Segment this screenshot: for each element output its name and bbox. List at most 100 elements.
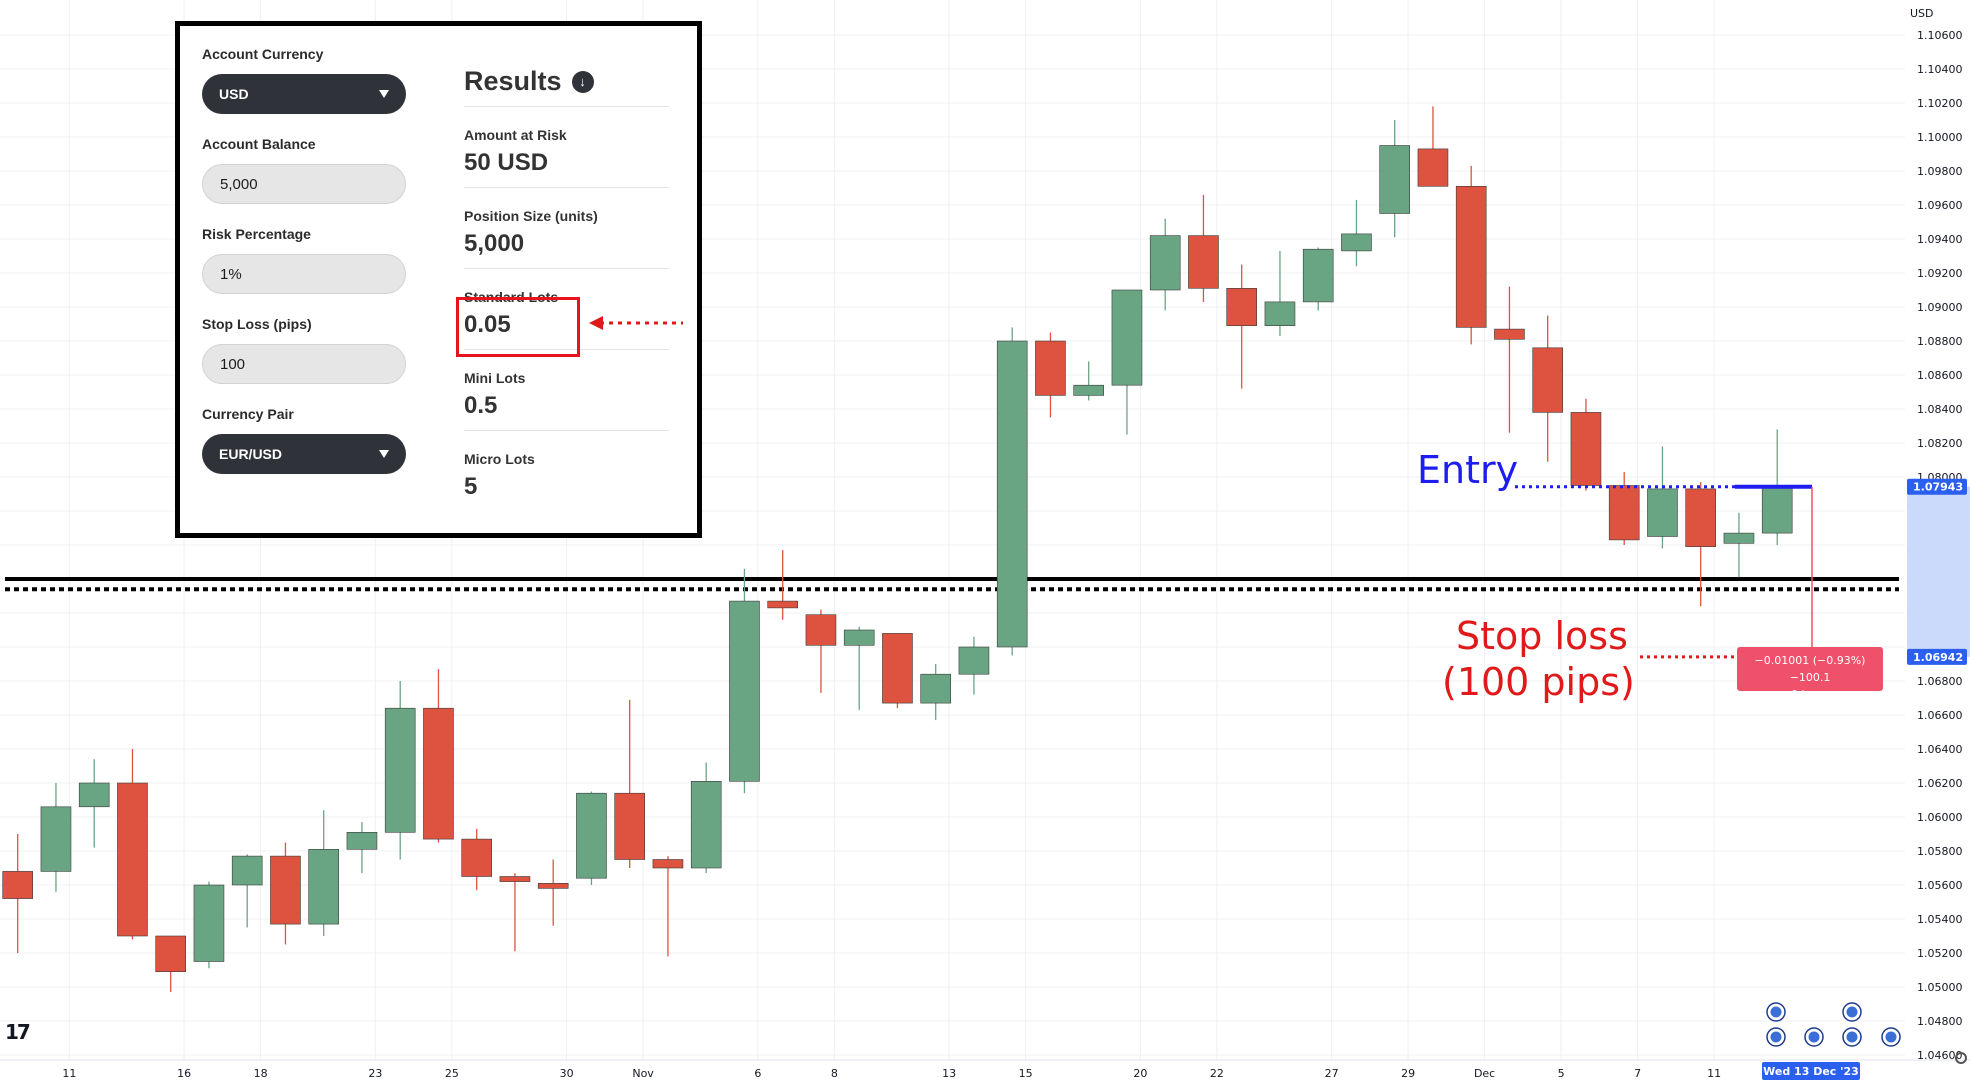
crosshair-date-tag [1762, 1062, 1860, 1080]
candle-body [1188, 235, 1219, 289]
candle-body [193, 884, 225, 962]
flag-center [1885, 1031, 1897, 1043]
candle-body [155, 935, 186, 973]
bearish-candle [1035, 332, 1066, 418]
account-currency-select[interactable]: USD [202, 74, 406, 114]
price-tick-label: 1.10400 [1917, 63, 1963, 76]
risk-percentage-input[interactable]: 1% [202, 254, 406, 294]
stop-loss-input[interactable]: 100 [202, 344, 406, 384]
candle-body [652, 859, 684, 869]
info-icon[interactable]: ↓ [571, 70, 594, 93]
stop-loss-label: Stop Loss (pips) [202, 316, 312, 332]
bearish-candle [1188, 194, 1219, 302]
price-tick-label: 1.05200 [1917, 947, 1963, 960]
bullish-candle [1341, 199, 1372, 267]
settings-icon[interactable] [1955, 1052, 1967, 1064]
candle-body [1647, 488, 1678, 537]
price-tick-label: 1.08600 [1917, 369, 1963, 382]
stop-loss-pips-annotation: (100 pips) [1442, 660, 1635, 704]
price-tick-label: 1.06600 [1917, 709, 1963, 722]
bearish-candle [117, 749, 148, 940]
risk-percentage-label: Risk Percentage [202, 226, 311, 242]
candle-body [805, 614, 837, 646]
time-tick-label: 15 [1019, 1067, 1033, 1080]
bearish-candle [614, 699, 646, 868]
bearish-candle [1455, 165, 1487, 345]
time-tick-label: 29 [1401, 1067, 1415, 1080]
tradingview-logo[interactable]: 17 [5, 1020, 31, 1044]
price-tick-label: 1.08400 [1917, 403, 1963, 416]
candle-body [308, 848, 340, 925]
account-balance-value: 5,000 [220, 175, 258, 193]
price-tick-label: 1.10600 [1917, 29, 1963, 42]
currency-pair-select[interactable]: EUR/USD [202, 434, 406, 474]
time-tick-label: 20 [1133, 1067, 1147, 1080]
price-tick-label: 1.10200 [1917, 97, 1963, 110]
result-standard-lots: Standard Lots 0.05 [464, 269, 669, 350]
bearish-candle [1685, 482, 1716, 607]
results-title: Results [464, 66, 562, 96]
time-tick-label: 22 [1210, 1067, 1224, 1080]
time-tick-label: 18 [254, 1067, 268, 1080]
price-tick-label: 1.05800 [1917, 845, 1963, 858]
economic-events [1766, 1002, 1901, 1047]
bullish-candle [1111, 289, 1143, 435]
candle-body [423, 707, 454, 840]
candle-body [1494, 328, 1525, 340]
event-flag-icon [1766, 1002, 1786, 1022]
time-tick-label: 11 [1707, 1067, 1721, 1080]
axis-currency-label[interactable]: USD [1910, 7, 1934, 20]
chevron-down-icon [379, 450, 389, 458]
flag-center [1770, 1031, 1782, 1043]
time-axis[interactable]: 9111618232530Nov68131520222729Dec5711Wed… [0, 1059, 1970, 1080]
flag-center [1808, 1031, 1820, 1043]
bearish-candle [1417, 106, 1449, 187]
bearish-candle [652, 856, 684, 957]
time-tick-label: 27 [1325, 1067, 1339, 1080]
candle-body [1341, 233, 1372, 252]
candle-body [1302, 248, 1334, 303]
bearish-candle [882, 633, 913, 709]
price-tick-label: 1.06800 [1917, 675, 1963, 688]
stop-loss-value: 100 [220, 355, 246, 373]
candle-body [1111, 289, 1143, 386]
candle-body [843, 629, 875, 646]
price-tick-label: 1.04600 [1917, 1049, 1963, 1062]
result-value: 5,000 [464, 230, 525, 257]
candle-body [614, 792, 646, 860]
price-axis[interactable]: 1.04600 1.04800 1.05000 1.05200 1.05400 1.056… [1905, 0, 1970, 1062]
account-balance-input[interactable]: 5,000 [202, 164, 406, 204]
candle-body [996, 340, 1028, 648]
result-value: 50 USD [464, 149, 549, 176]
bearish-candle [499, 873, 531, 952]
measure-line-2: 0 bars, [1791, 688, 1829, 701]
calculator-inputs: Account Currency USD Account Balance 5,0… [202, 46, 412, 496]
time-tick-label: 8 [831, 1067, 838, 1080]
candle-body [920, 673, 952, 704]
bullish-candle [996, 327, 1028, 656]
candle-body [384, 707, 416, 833]
candle-body [1073, 384, 1104, 396]
candle-body [78, 782, 110, 808]
candle-body [461, 838, 493, 877]
bullish-candle [1647, 446, 1678, 549]
measure-line-1: −0.01001 (−0.93%) −100.1 [1754, 654, 1866, 684]
candle-body [1608, 485, 1640, 541]
flag-center [1846, 1006, 1858, 1018]
bullish-candle [1073, 361, 1104, 401]
time-tick-label: 5 [1558, 1067, 1565, 1080]
result-value: 0.5 [464, 392, 498, 419]
flag-center [1846, 1031, 1858, 1043]
bullish-candle [384, 681, 416, 860]
bearish-candle [155, 935, 186, 993]
price-tick-label: 1.10000 [1917, 131, 1963, 144]
time-tick-label: Nov [632, 1067, 654, 1080]
price-tick-label: 1.06200 [1917, 777, 1963, 790]
entry-annotation: Entry [1417, 448, 1519, 492]
time-tick-label: Dec [1474, 1067, 1495, 1080]
bearish-candle [461, 828, 493, 891]
bullish-candle [1379, 120, 1410, 238]
candle-body [537, 882, 569, 889]
price-tick-label: 1.05400 [1917, 913, 1963, 926]
bullish-candle [1723, 512, 1755, 578]
